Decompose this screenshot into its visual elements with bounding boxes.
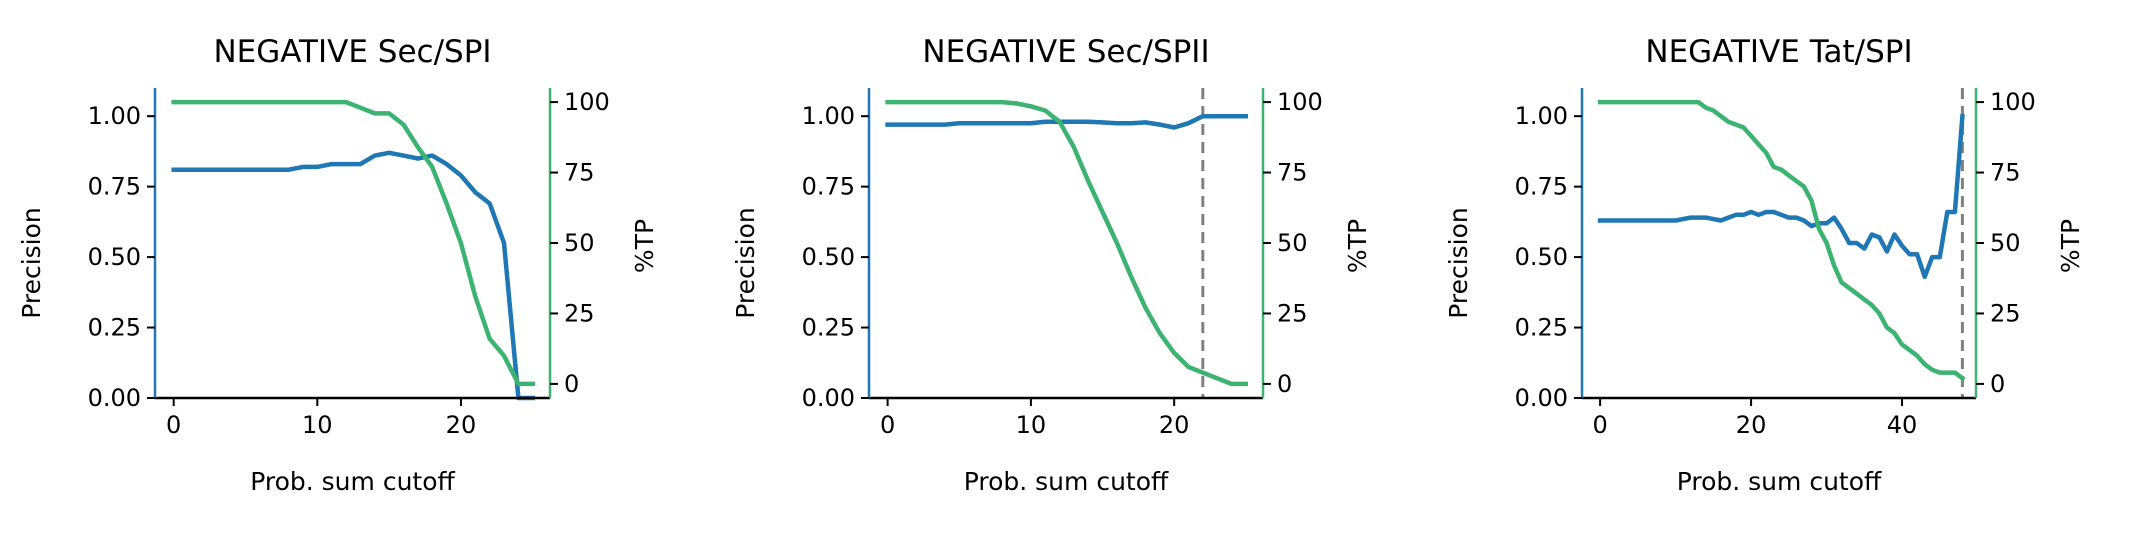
y2-tick-label: 0 [564, 370, 579, 398]
precision-series-line [171, 150, 536, 401]
x-tick-label: 40 [1887, 411, 1918, 439]
y-tick-label: 0.25 [802, 314, 855, 342]
x-tick-label: 10 [302, 411, 333, 439]
y2-tick-label: 50 [564, 229, 595, 257]
chart-title: NEGATIVE Sec/SPII [922, 34, 1209, 70]
y-tick-label: 1.00 [1515, 102, 1568, 130]
y2-axis-label: %TP [1343, 219, 1372, 273]
y2-tick-label: 0 [1990, 370, 2005, 398]
y2-tick-label: 75 [1277, 159, 1308, 187]
y2-axis-label: %TP [2056, 219, 2085, 273]
y-tick-label: 0.00 [802, 384, 855, 412]
y-axis-label: Precision [731, 207, 760, 319]
chart-panel-2: NEGATIVE Sec/SPII 0 10 20 0.00 0.25 0.50 0.75 1.… [731, 34, 1372, 496]
y-tick-label: 0.25 [1515, 314, 1568, 342]
x-tick-label: 0 [166, 411, 181, 439]
y2-tick-label: 25 [564, 299, 595, 327]
y-tick-label: 0.25 [88, 314, 141, 342]
y2-tick-label: 75 [564, 159, 595, 187]
y-tick-label: 0.75 [1515, 173, 1568, 201]
x-tick-label: 10 [1016, 411, 1047, 439]
x-axis-label: Prob. sum cutoff [964, 467, 1169, 496]
x-axis-label: Prob. sum cutoff [250, 467, 455, 496]
chart-panel-3: NEGATIVE Tat/SPI 0 20 40 0.00 0.25 0.50 0.75 1.0… [1444, 34, 2085, 496]
y2-tick-label: 0 [1277, 370, 1292, 398]
precision-series-line [885, 113, 1249, 130]
precision-series-line [1597, 113, 1965, 280]
y-tick-label: 0.50 [88, 243, 141, 271]
y-tick-label: 0.75 [802, 173, 855, 201]
y2-tick-label: 75 [1990, 159, 2021, 187]
y2-tick-label: 100 [1990, 88, 2036, 116]
tp-series-line [1597, 99, 1966, 382]
y-axis-label: Precision [17, 207, 46, 319]
y-tick-label: 0.50 [1515, 243, 1568, 271]
x-tick-label: 20 [1736, 411, 1767, 439]
y2-tick-label: 25 [1277, 299, 1308, 327]
x-axis-label: Prob. sum cutoff [1677, 467, 1882, 496]
chart-title: NEGATIVE Sec/SPI [213, 34, 491, 70]
x-tick-label: 20 [1159, 411, 1190, 439]
y-tick-label: 0.50 [802, 243, 855, 271]
y-tick-label: 1.00 [88, 102, 141, 130]
chart-panel-1: NEGATIVE Sec/SPI 0 10 20 0.00 0.25 0.50 0.75 1.0… [17, 34, 659, 496]
y-tick-label: 0.00 [1515, 384, 1568, 412]
chart-title: NEGATIVE Tat/SPI [1645, 34, 1912, 70]
y2-tick-label: 50 [1277, 229, 1308, 257]
y-axis-label: Precision [1444, 207, 1473, 319]
y-tick-label: 0.00 [88, 384, 141, 412]
y2-tick-label: 50 [1990, 229, 2021, 257]
y2-tick-label: 100 [564, 88, 610, 116]
y2-tick-label: 100 [1277, 88, 1323, 116]
y-tick-label: 1.00 [802, 102, 855, 130]
x-tick-label: 0 [880, 411, 895, 439]
x-tick-label: 20 [446, 411, 477, 439]
tp-series-line [885, 99, 1249, 387]
y2-tick-label: 25 [1990, 299, 2021, 327]
x-tick-label: 0 [1592, 411, 1607, 439]
y-tick-label: 0.75 [88, 173, 141, 201]
y2-axis-label: %TP [630, 219, 659, 273]
tp-series-line [171, 99, 536, 387]
